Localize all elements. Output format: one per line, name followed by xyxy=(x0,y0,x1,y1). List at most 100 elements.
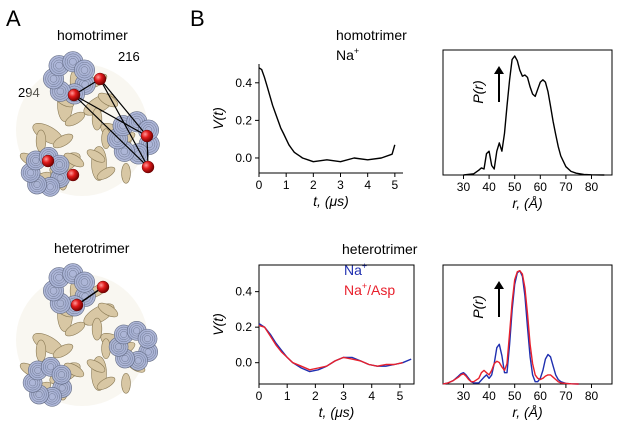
homo-title-b: homotrimer xyxy=(336,27,407,43)
legend-na-asp-suffix: /Asp xyxy=(367,282,395,298)
hetero-helix-ring xyxy=(29,379,37,387)
hetero-helix-ring xyxy=(144,348,152,356)
homo-coil xyxy=(63,152,85,168)
hetero-coil xyxy=(91,317,103,341)
homotrimer-structure-image xyxy=(16,51,160,197)
hetero-coil xyxy=(52,343,74,359)
homo-spin-label xyxy=(93,72,107,86)
hetero-helix xyxy=(73,271,95,293)
homo_dist-x-label: r, (Å) xyxy=(512,195,542,211)
hetero_dist-series-2-line xyxy=(442,270,579,385)
homo-na-label: Na+ xyxy=(336,46,359,63)
homo-helix-ring xyxy=(49,75,58,83)
hetero-helix xyxy=(137,328,158,349)
homo-coil xyxy=(86,149,106,163)
hetero-helix-ring xyxy=(121,355,129,362)
homo_time-y-tick-label: 0.2 xyxy=(235,113,252,127)
homo_time-x-tick-label: 3 xyxy=(337,178,344,192)
homo-spin-label xyxy=(41,154,55,168)
hetero-helix-ring xyxy=(120,330,128,338)
panel-label-b: B xyxy=(190,6,205,31)
homo-helix-ring xyxy=(56,161,64,169)
homo_dist-chart: 30 40 50 60 70 80 P(r) r, (Å) xyxy=(442,49,613,211)
homo-helix-ring xyxy=(46,183,54,191)
hetero-coil xyxy=(35,339,47,363)
homo_dist-x-tick-label: 70 xyxy=(559,180,573,194)
residue-label-294: 294 xyxy=(18,85,40,100)
hetero_time-y-tick-label: 0.2 xyxy=(235,320,252,334)
hetero_dist-x-tick-label: 80 xyxy=(585,389,599,403)
homo_time-y-label: V(t) xyxy=(210,107,226,130)
hetero_dist-x-tick-label: 50 xyxy=(508,389,522,403)
homo-distance-line xyxy=(99,78,148,137)
hetero_dist-x-tick-label: 40 xyxy=(482,389,496,403)
hetero_time-x-tick-label: 0 xyxy=(256,389,263,403)
hetero-coil xyxy=(121,373,131,394)
homo_dist-x-tick-label: 60 xyxy=(534,180,548,194)
hetero-helix-ring xyxy=(134,357,142,365)
hetero_time-chart: 0 1 2 3 4 5 0.0 0.2 0.4 V(t) t, (μs) xyxy=(210,264,415,420)
hetero_time-series-2-line xyxy=(258,324,403,371)
hetero_time-y-tick-label: 0.0 xyxy=(235,356,252,370)
homo-distance-line xyxy=(73,94,148,137)
homo-helix-ring xyxy=(76,61,93,79)
hetero-spin-label xyxy=(70,298,84,312)
hetero_time-x-tick-label: 1 xyxy=(284,389,291,403)
homo-distance-line xyxy=(73,94,149,168)
hetero_time-y-label: V(t) xyxy=(210,313,226,336)
hetero-helix xyxy=(51,364,72,385)
homo_dist-x-tick-label: 30 xyxy=(457,180,471,194)
hetero-helix-ring xyxy=(141,333,154,345)
homo-helix-ring xyxy=(33,181,41,188)
hetero-helix-ring xyxy=(80,278,89,286)
hetero-helix-ring xyxy=(115,343,123,351)
hetero_dist-frame xyxy=(442,264,613,385)
homo-helix-ring xyxy=(56,87,65,96)
homo_dist-frame xyxy=(442,49,613,176)
hetero-helix-ring xyxy=(69,270,77,278)
hetero-helix-ring xyxy=(139,330,156,347)
hetero-helix-ring xyxy=(144,335,152,343)
hetero_time-y-tick-label: 0.4 xyxy=(235,285,252,299)
hetero-helix-ring xyxy=(56,299,65,308)
heterotrimer-title: heterotrimer xyxy=(54,240,130,256)
hetero_dist-x-tick-label: 30 xyxy=(457,389,471,403)
homo-helix-ring xyxy=(78,64,91,77)
hetero-helix-ring xyxy=(53,366,70,383)
homo_time-x-tick-label: 5 xyxy=(392,178,399,192)
homo_time-y-tick-label: 0.0 xyxy=(235,151,252,165)
hetero-condition-label: heterotrimer xyxy=(342,241,418,257)
homo-helix-ring xyxy=(133,118,141,126)
homo_time-x-tick-label: 0 xyxy=(256,178,263,192)
hetero-helix-ring xyxy=(35,391,43,398)
hetero_time-x-tick-label: 3 xyxy=(340,389,347,403)
legend-na-asp: Na+/Asp xyxy=(344,281,395,298)
homo-spin-label xyxy=(67,88,81,102)
legend-na: Na+ xyxy=(344,261,367,278)
hetero_dist-chart: 30 40 50 60 70 80 P(r) r, (Å) xyxy=(442,264,613,420)
hetero_time-x-label: t, (μs) xyxy=(319,404,355,420)
hetero-title-b: heterotrimer xyxy=(342,241,418,257)
hetero-coil xyxy=(97,302,119,318)
homo_time-x-tick-label: 4 xyxy=(364,178,371,192)
residue-label-216: 216 xyxy=(118,49,140,64)
panel-label-a: A xyxy=(6,6,21,31)
homo_time-series-1-line xyxy=(258,67,396,163)
homo-helix-ring xyxy=(120,147,129,156)
hetero_time-x-tick-label: 4 xyxy=(368,389,375,403)
homo_dist-x-tick-label: 80 xyxy=(585,180,599,194)
homo-helix-ring xyxy=(55,61,63,70)
hetero-helix-ring xyxy=(49,287,58,295)
homo-helix-ring xyxy=(53,159,66,171)
homo_dist-y-label: P(r) xyxy=(470,80,486,103)
homotrimer-title: homotrimer xyxy=(57,27,128,43)
hetero-helix-ring xyxy=(47,363,55,371)
homo-coil xyxy=(96,166,116,180)
homo-coil xyxy=(121,163,131,184)
legend-na-asp-text: Na xyxy=(344,282,362,298)
hetero-helix-ring xyxy=(58,371,66,379)
homo_time-y-tick-label: 0.4 xyxy=(235,76,252,90)
hetero_dist-x-label: r, (Å) xyxy=(512,404,542,420)
hetero_dist-series-1-line xyxy=(442,270,579,385)
hetero_dist-x-tick-label: 70 xyxy=(559,389,573,403)
